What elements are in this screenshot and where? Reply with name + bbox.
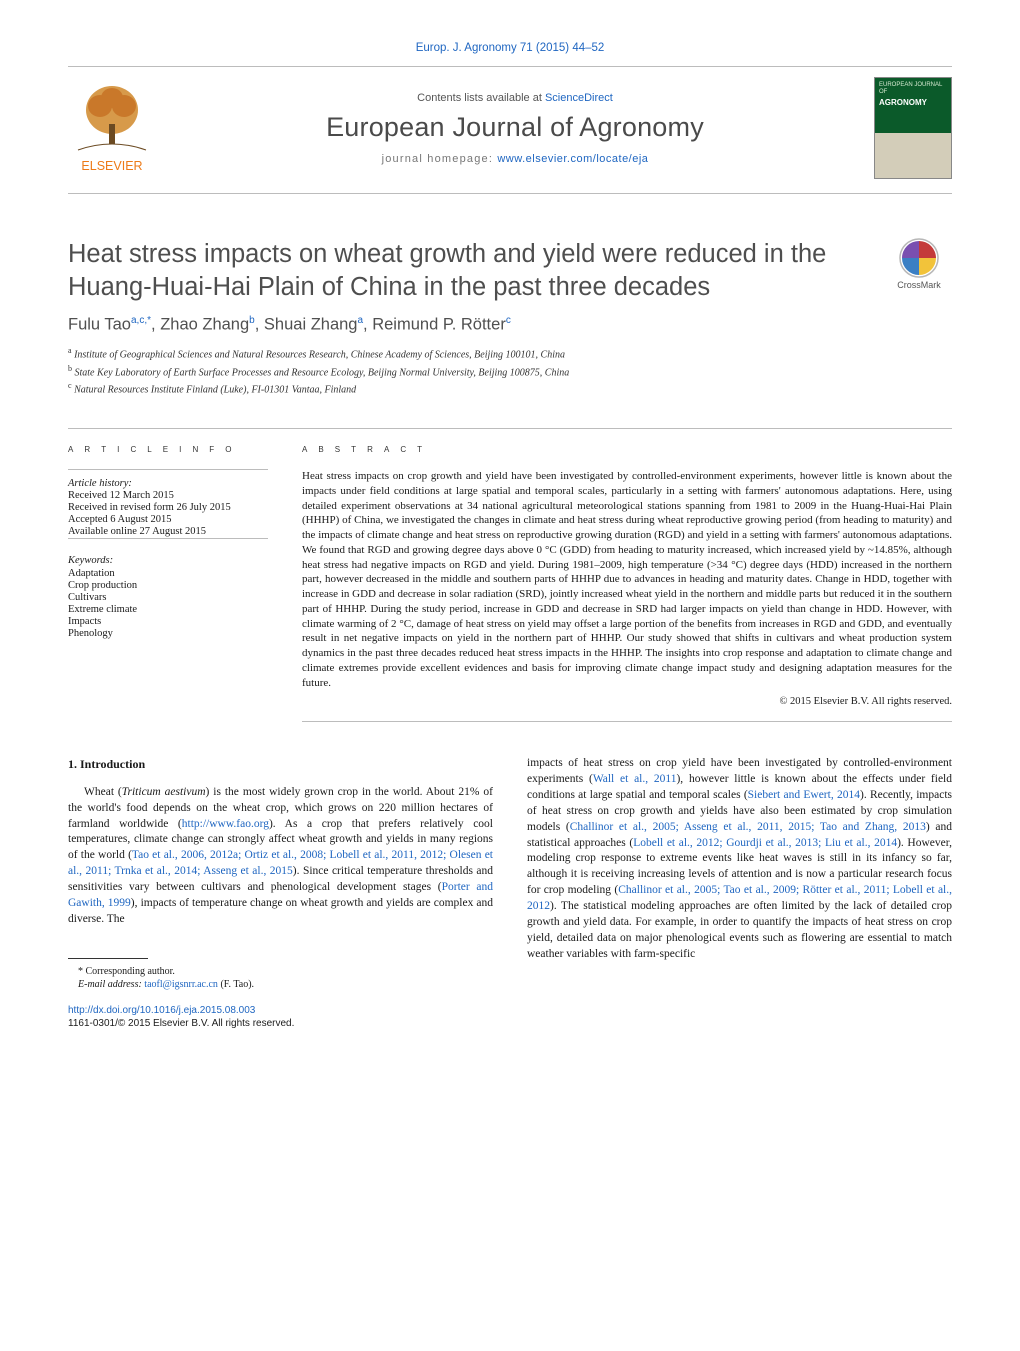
history-accepted: Accepted 6 August 2015 — [68, 514, 268, 525]
affil-c-sup: c — [68, 381, 72, 390]
cite-block-3[interactable]: Lobell et al., 2012; Gourdji et al., 201… — [633, 837, 897, 849]
affil-a: Institute of Geographical Sciences and N… — [74, 349, 565, 360]
journal-homepage-link[interactable]: www.elsevier.com/locate/eja — [497, 153, 648, 165]
author-2-sup: b — [249, 315, 255, 326]
history-revised: Received in revised form 26 July 2015 — [68, 502, 268, 513]
keyword-4: Extreme climate — [68, 604, 268, 615]
journal-name: European Journal of Agronomy — [172, 112, 858, 143]
cover-small-text: EUROPEAN JOURNAL OF — [879, 82, 947, 95]
column-left: 1. Introduction Wheat (Triticum aestivum… — [68, 756, 493, 1031]
keywords-label: Keywords: — [68, 555, 268, 566]
keyword-3: Cultivars — [68, 592, 268, 603]
author-3: Shuai Zhang — [264, 316, 358, 334]
author-email-link[interactable]: taofl@igsnrr.ac.cn — [144, 979, 218, 990]
publisher-logo: ELSEVIER — [68, 80, 156, 176]
article-info: a r t i c l e i n f o Article history: R… — [68, 443, 268, 722]
footnotes: * Corresponding author. E-mail address: … — [68, 965, 493, 992]
intro-post: ), impacts of temperature change on whea… — [68, 897, 493, 925]
homepage-prefix: journal homepage: — [382, 153, 498, 165]
article-info-header: a r t i c l e i n f o — [68, 443, 268, 455]
keyword-1: Adaptation — [68, 568, 268, 579]
fao-link[interactable]: http://www.fao.org — [182, 818, 269, 830]
author-2: Zhao Zhang — [160, 316, 249, 334]
corresponding-author-note: * Corresponding author. — [68, 965, 493, 979]
issn-copyright: 1161-0301/© 2015 Elsevier B.V. All right… — [68, 1017, 493, 1031]
contents-prefix: Contents lists available at — [417, 92, 545, 104]
article-title: Heat stress impacts on wheat growth and … — [68, 238, 868, 303]
masthead-center: Contents lists available at ScienceDirec… — [172, 92, 858, 165]
author-1-sup: a,c,* — [131, 315, 151, 326]
crossmark-label: CrossMark — [886, 280, 952, 290]
intro-paragraph-left: Wheat (Triticum aestivum) is the most wi… — [68, 785, 493, 928]
c2-post: ). The statistical modeling approaches a… — [527, 900, 952, 960]
doi-link[interactable]: http://dx.doi.org/10.1016/j.eja.2015.08.… — [68, 1005, 255, 1016]
intro-pre: Wheat ( — [84, 786, 122, 798]
affil-c: Natural Resources Institute Finland (Luk… — [74, 385, 356, 396]
footnote-rule — [68, 958, 148, 959]
keyword-5: Impacts — [68, 616, 268, 627]
intro-paragraph-right: impacts of heat stress on crop yield hav… — [527, 756, 952, 962]
author-3-sup: a — [357, 315, 363, 326]
section-1-heading: 1. Introduction — [68, 756, 493, 773]
info-abstract-row: a r t i c l e i n f o Article history: R… — [68, 428, 952, 722]
affil-b-sup: b — [68, 364, 72, 373]
abstract-header: a b s t r a c t — [302, 443, 952, 455]
publisher-name-text: ELSEVIER — [81, 159, 142, 173]
body-columns: 1. Introduction Wheat (Triticum aestivum… — [68, 756, 952, 1031]
history-online: Available online 27 August 2015 — [68, 526, 268, 537]
abstract-text: Heat stress impacts on crop growth and y… — [302, 469, 952, 690]
authors: Fulu Taoa,c,*, Zhao Zhangb, Shuai Zhanga… — [68, 315, 952, 335]
crossmark-badge[interactable]: CrossMark — [886, 238, 952, 290]
cite-wall[interactable]: Wall et al., 2011 — [593, 773, 677, 785]
journal-cover: EUROPEAN JOURNAL OF AGRONOMY — [874, 77, 952, 179]
keyword-2: Crop production — [68, 580, 268, 591]
masthead: ELSEVIER Contents lists available at Sci… — [68, 66, 952, 194]
cover-large-text: AGRONOMY — [879, 98, 947, 107]
affiliations: a Institute of Geographical Sciences and… — [68, 345, 952, 398]
cite-block-2[interactable]: Challinor et al., 2005; Asseng et al., 2… — [570, 821, 926, 833]
cite-siebert[interactable]: Siebert and Ewert, 2014 — [748, 789, 860, 801]
affil-a-sup: a — [68, 346, 72, 355]
article-history-label: Article history: — [68, 478, 268, 489]
journal-reference: Europ. J. Agronomy 71 (2015) 44–52 — [68, 42, 952, 54]
abstract-copyright: © 2015 Elsevier B.V. All rights reserved… — [302, 696, 952, 707]
affil-b: State Key Laboratory of Earth Surface Pr… — [75, 367, 570, 378]
keyword-6: Phenology — [68, 628, 268, 639]
column-right: impacts of heat stress on crop yield hav… — [527, 756, 952, 1031]
email-label: E-mail address: — [78, 979, 142, 990]
author-4: Reimund P. Rötter — [372, 316, 506, 334]
sciencedirect-link[interactable]: ScienceDirect — [545, 92, 613, 104]
author-4-sup: c — [506, 315, 511, 326]
email-who: (F. Tao). — [220, 979, 254, 990]
author-1: Fulu Tao — [68, 316, 131, 334]
intro-species: Triticum aestivum — [122, 786, 206, 798]
abstract: a b s t r a c t Heat stress impacts on c… — [302, 443, 952, 722]
history-received: Received 12 March 2015 — [68, 490, 268, 501]
crossmark-icon — [899, 238, 939, 278]
